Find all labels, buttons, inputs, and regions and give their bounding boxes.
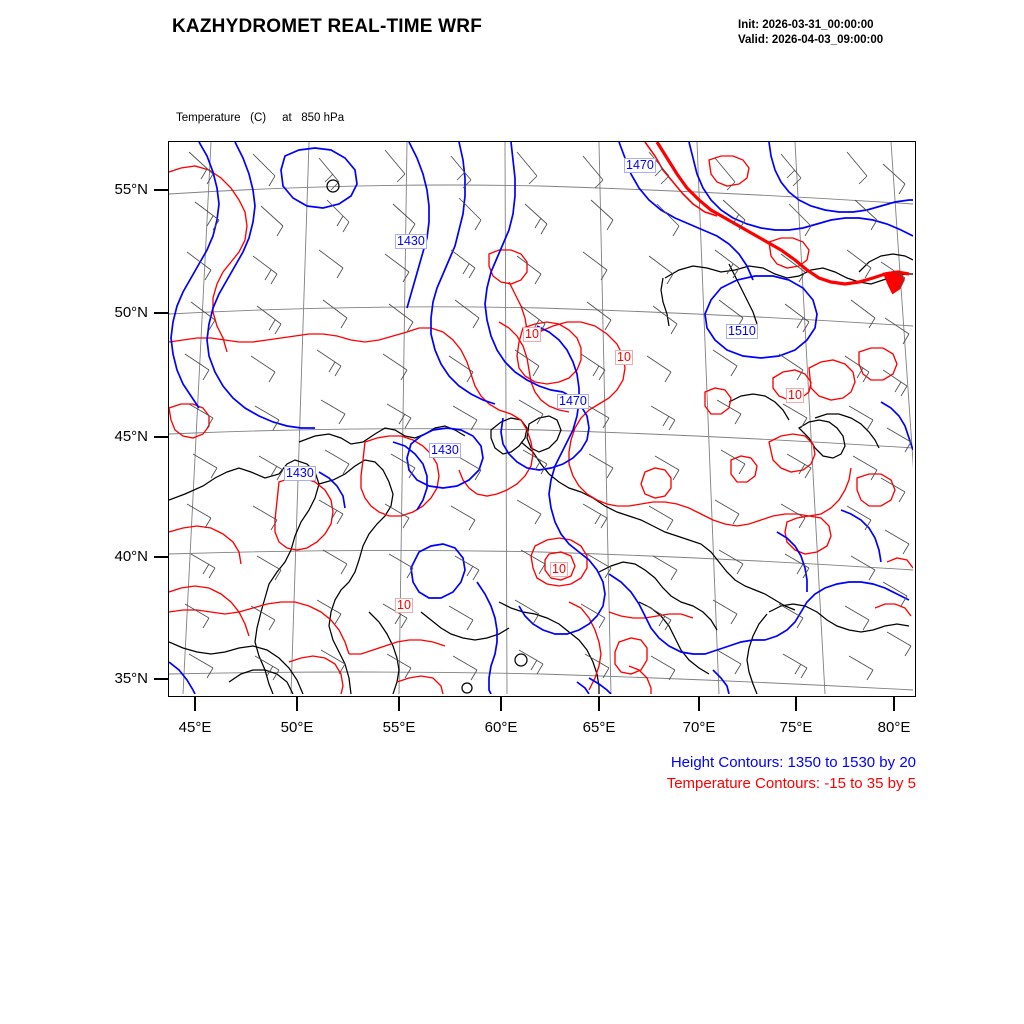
init-time: Init: 2026-03-31_00:00:00: [738, 19, 874, 31]
legend-height-contours: Height Contours: 1350 to 1530 by 20: [670, 754, 916, 771]
temperature-contour-layer: [169, 142, 913, 694]
y-tick-mark: [154, 678, 168, 680]
valid-time: Valid: 2026-04-03_09:00:00: [738, 34, 884, 46]
x-tick-label-55e: 55°E: [382, 719, 416, 736]
legend-temperature-contours: Temperature Contours: -15 to 35 by 5: [666, 775, 916, 792]
height-contour-label: 1510: [726, 324, 758, 339]
height-contour-label: 1430: [284, 466, 316, 481]
height-contour-label: 1430: [429, 443, 461, 458]
temperature-contour-label: 10: [550, 562, 568, 577]
x-tick-label-65e: 65°E: [582, 719, 616, 736]
page-title: KAZHYDROMET REAL-TIME WRF: [172, 16, 483, 37]
x-tick-label-60e: 60°E: [484, 719, 518, 736]
x-tick-mark: [698, 697, 700, 711]
y-tick-mark: [154, 556, 168, 558]
contour-legend: Height Contours: 1350 to 1530 by 20 Temp…: [0, 752, 916, 794]
x-tick-mark: [893, 697, 895, 711]
temperature-contour-label: 10: [395, 598, 413, 613]
temperature-contour-label: 10: [615, 350, 633, 365]
y-tick-label-55n: 55°N: [114, 181, 148, 198]
y-tick-label-45n: 45°N: [114, 428, 148, 445]
x-tick-mark: [500, 697, 502, 711]
x-tick-label-50e: 50°E: [280, 719, 314, 736]
temperature-contour-label: 10: [786, 388, 804, 403]
y-tick-label-40n: 40°N: [114, 548, 148, 565]
contour-map-canvas: [169, 142, 913, 694]
x-tick-mark: [795, 697, 797, 711]
y-tick-mark: [154, 436, 168, 438]
wind-barb-layer: [184, 149, 912, 681]
temperature-contour-label: 10: [523, 327, 541, 342]
y-tick-label-35n: 35°N: [114, 670, 148, 687]
height-contour-label: 1470: [557, 394, 589, 409]
map-plot-area[interactable]: 1470 1430 1510 1470 1430 1430 10 10 10 1…: [168, 141, 916, 697]
field-temperature: Temperature (C) at 850 hPa: [176, 112, 345, 124]
x-tick-mark: [194, 697, 196, 711]
x-tick-label-80e: 80°E: [877, 719, 911, 736]
y-tick-mark: [154, 189, 168, 191]
y-tick-label-50n: 50°N: [114, 304, 148, 321]
height-contour-layer: [169, 142, 913, 694]
run-timestamp-block: Init: 2026-03-31_00:00:00 Valid: 2026-04…: [738, 18, 883, 48]
height-contour-label: 1430: [395, 234, 427, 249]
y-tick-mark: [154, 312, 168, 314]
x-tick-label-45e: 45°E: [178, 719, 212, 736]
height-contour-label: 1470: [624, 158, 656, 173]
x-tick-label-70e: 70°E: [682, 719, 716, 736]
x-tick-mark: [398, 697, 400, 711]
x-tick-label-75e: 75°E: [779, 719, 813, 736]
x-tick-mark: [296, 697, 298, 711]
x-tick-mark: [598, 697, 600, 711]
